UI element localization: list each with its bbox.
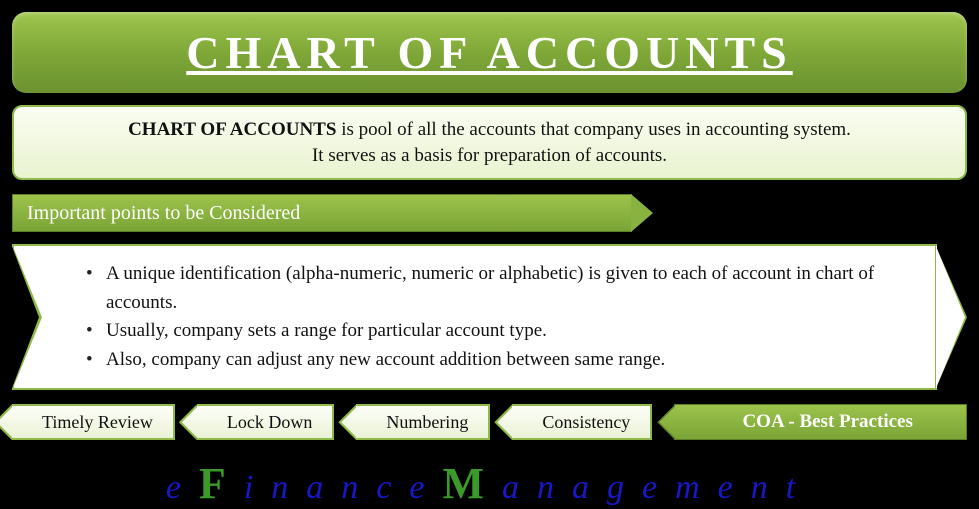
- description-lead: CHART OF ACCOUNTS: [128, 119, 336, 140]
- points-notch-fill: [12, 246, 39, 388]
- list-item: A unique identification (alpha-numeric, …: [86, 260, 925, 317]
- tag-main-best-practices: COA - Best Practices: [674, 404, 967, 440]
- tag-main-label: COA - Best Practices: [742, 411, 912, 433]
- section-header-bar: Important points to be Considered: [12, 194, 632, 232]
- description-box: CHART OF ACCOUNTS is pool of all the acc…: [12, 105, 967, 180]
- page-title: CHART OF ACCOUNTS: [32, 26, 947, 79]
- tag-numbering: Numbering: [356, 404, 490, 440]
- logo-seg: e: [166, 469, 199, 506]
- logo-seg: F: [199, 459, 244, 508]
- list-item: Usually, company sets a range for partic…: [86, 317, 925, 346]
- tags-row: Timely Review Lock Down Numbering Consis…: [12, 404, 967, 440]
- section-header: Important points to be Considered: [12, 194, 967, 232]
- list-item: Also, company can adjust any new account…: [86, 346, 925, 375]
- tag-lock-down: Lock Down: [197, 404, 334, 440]
- logo-row: eFinanceManagement: [12, 458, 967, 509]
- tag-label: Timely Review: [42, 412, 153, 433]
- tag-consistency: Consistency: [512, 404, 652, 440]
- logo-seg: inance: [244, 469, 443, 506]
- tag-label: Numbering: [386, 412, 468, 433]
- points-list: A unique identification (alpha-numeric, …: [86, 260, 925, 374]
- points-box: A unique identification (alpha-numeric, …: [12, 244, 967, 390]
- description-line2: It serves as a basis for preparation of …: [312, 145, 667, 166]
- logo-seg: M: [442, 459, 502, 508]
- title-banner: CHART OF ACCOUNTS: [12, 12, 967, 93]
- description-line1: is pool of all the accounts that company…: [336, 119, 850, 140]
- tag-timely-review: Timely Review: [12, 404, 175, 440]
- tag-label: Lock Down: [227, 412, 312, 433]
- tag-label: Consistency: [542, 412, 630, 433]
- section-header-text: Important points to be Considered: [27, 202, 300, 225]
- logo-seg: anagement: [502, 469, 813, 506]
